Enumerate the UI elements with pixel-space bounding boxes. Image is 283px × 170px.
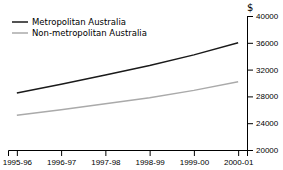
legend-swatch [12, 32, 28, 34]
x-tick-mark [150, 150, 151, 156]
x-tick: 2000-01 [224, 150, 254, 167]
y-tick-mark [247, 123, 253, 124]
x-tick-mark [17, 150, 18, 156]
y-tick-label: 40000 [256, 12, 279, 21]
chart: 1995-96 1996-97 1997-98 1998-99 1999-00 2000-… [0, 0, 283, 170]
x-tick: 1997-98 [91, 150, 121, 167]
y-tick-mark [247, 96, 253, 97]
x-tick-mark [105, 150, 106, 156]
y-tick-mark [247, 150, 253, 151]
legend-swatch [12, 21, 28, 23]
y-tick: 20000 [247, 146, 279, 155]
plot: 1995-96 1996-97 1997-98 1998-99 1999-00 2000-… [3, 2, 279, 167]
x-tick-mark [61, 150, 62, 156]
y-tick: 36000 [247, 39, 279, 48]
y-tick: 28000 [247, 92, 279, 101]
y-axis-label: $ [247, 2, 253, 13]
x-axis-line [9, 151, 248, 157]
y-tick-mark [247, 16, 253, 17]
y-axis: 20000 24000 28000 32000 36000 40000 [247, 12, 279, 155]
y-tick: 24000 [247, 119, 279, 128]
x-tick-label: 1996-97 [47, 158, 77, 167]
legend-label: Metropolitan Australia [32, 17, 126, 27]
x-tick-label: 1999-00 [180, 158, 210, 167]
x-tick: 1999-00 [180, 150, 210, 167]
y-tick: 32000 [247, 66, 279, 75]
x-tick-mark [194, 150, 195, 156]
x-tick-mark [238, 150, 239, 156]
series-line [17, 82, 238, 116]
y-tick-label: 32000 [256, 66, 279, 75]
y-tick-label: 20000 [256, 146, 279, 155]
legend-label: Non-metropolitan Australia [32, 28, 147, 38]
y-tick-mark [247, 70, 253, 71]
series-group [17, 43, 238, 115]
x-tick-label: 1997-98 [91, 158, 121, 167]
legend: Metropolitan AustraliaNon-metropolitan A… [12, 17, 147, 38]
x-tick-label: 2000-01 [224, 158, 254, 167]
x-tick: 1998-99 [135, 150, 165, 167]
y-tick-mark [247, 43, 253, 44]
y-tick-label: 36000 [256, 39, 279, 48]
x-tick: 1996-97 [47, 150, 77, 167]
x-tick-label: 1998-99 [135, 158, 165, 167]
x-tick: 1995-96 [3, 150, 33, 167]
series-line [17, 43, 238, 93]
y-tick-label: 24000 [256, 119, 279, 128]
y-axis-line [248, 17, 254, 151]
x-axis: 1995-96 1996-97 1997-98 1998-99 1999-00 2000-… [3, 150, 254, 167]
x-tick-label: 1995-96 [3, 158, 33, 167]
legend-item: Metropolitan Australia [12, 17, 126, 27]
y-tick: 40000 [247, 12, 279, 21]
y-tick-label: 28000 [256, 92, 279, 101]
legend-item: Non-metropolitan Australia [12, 28, 147, 38]
